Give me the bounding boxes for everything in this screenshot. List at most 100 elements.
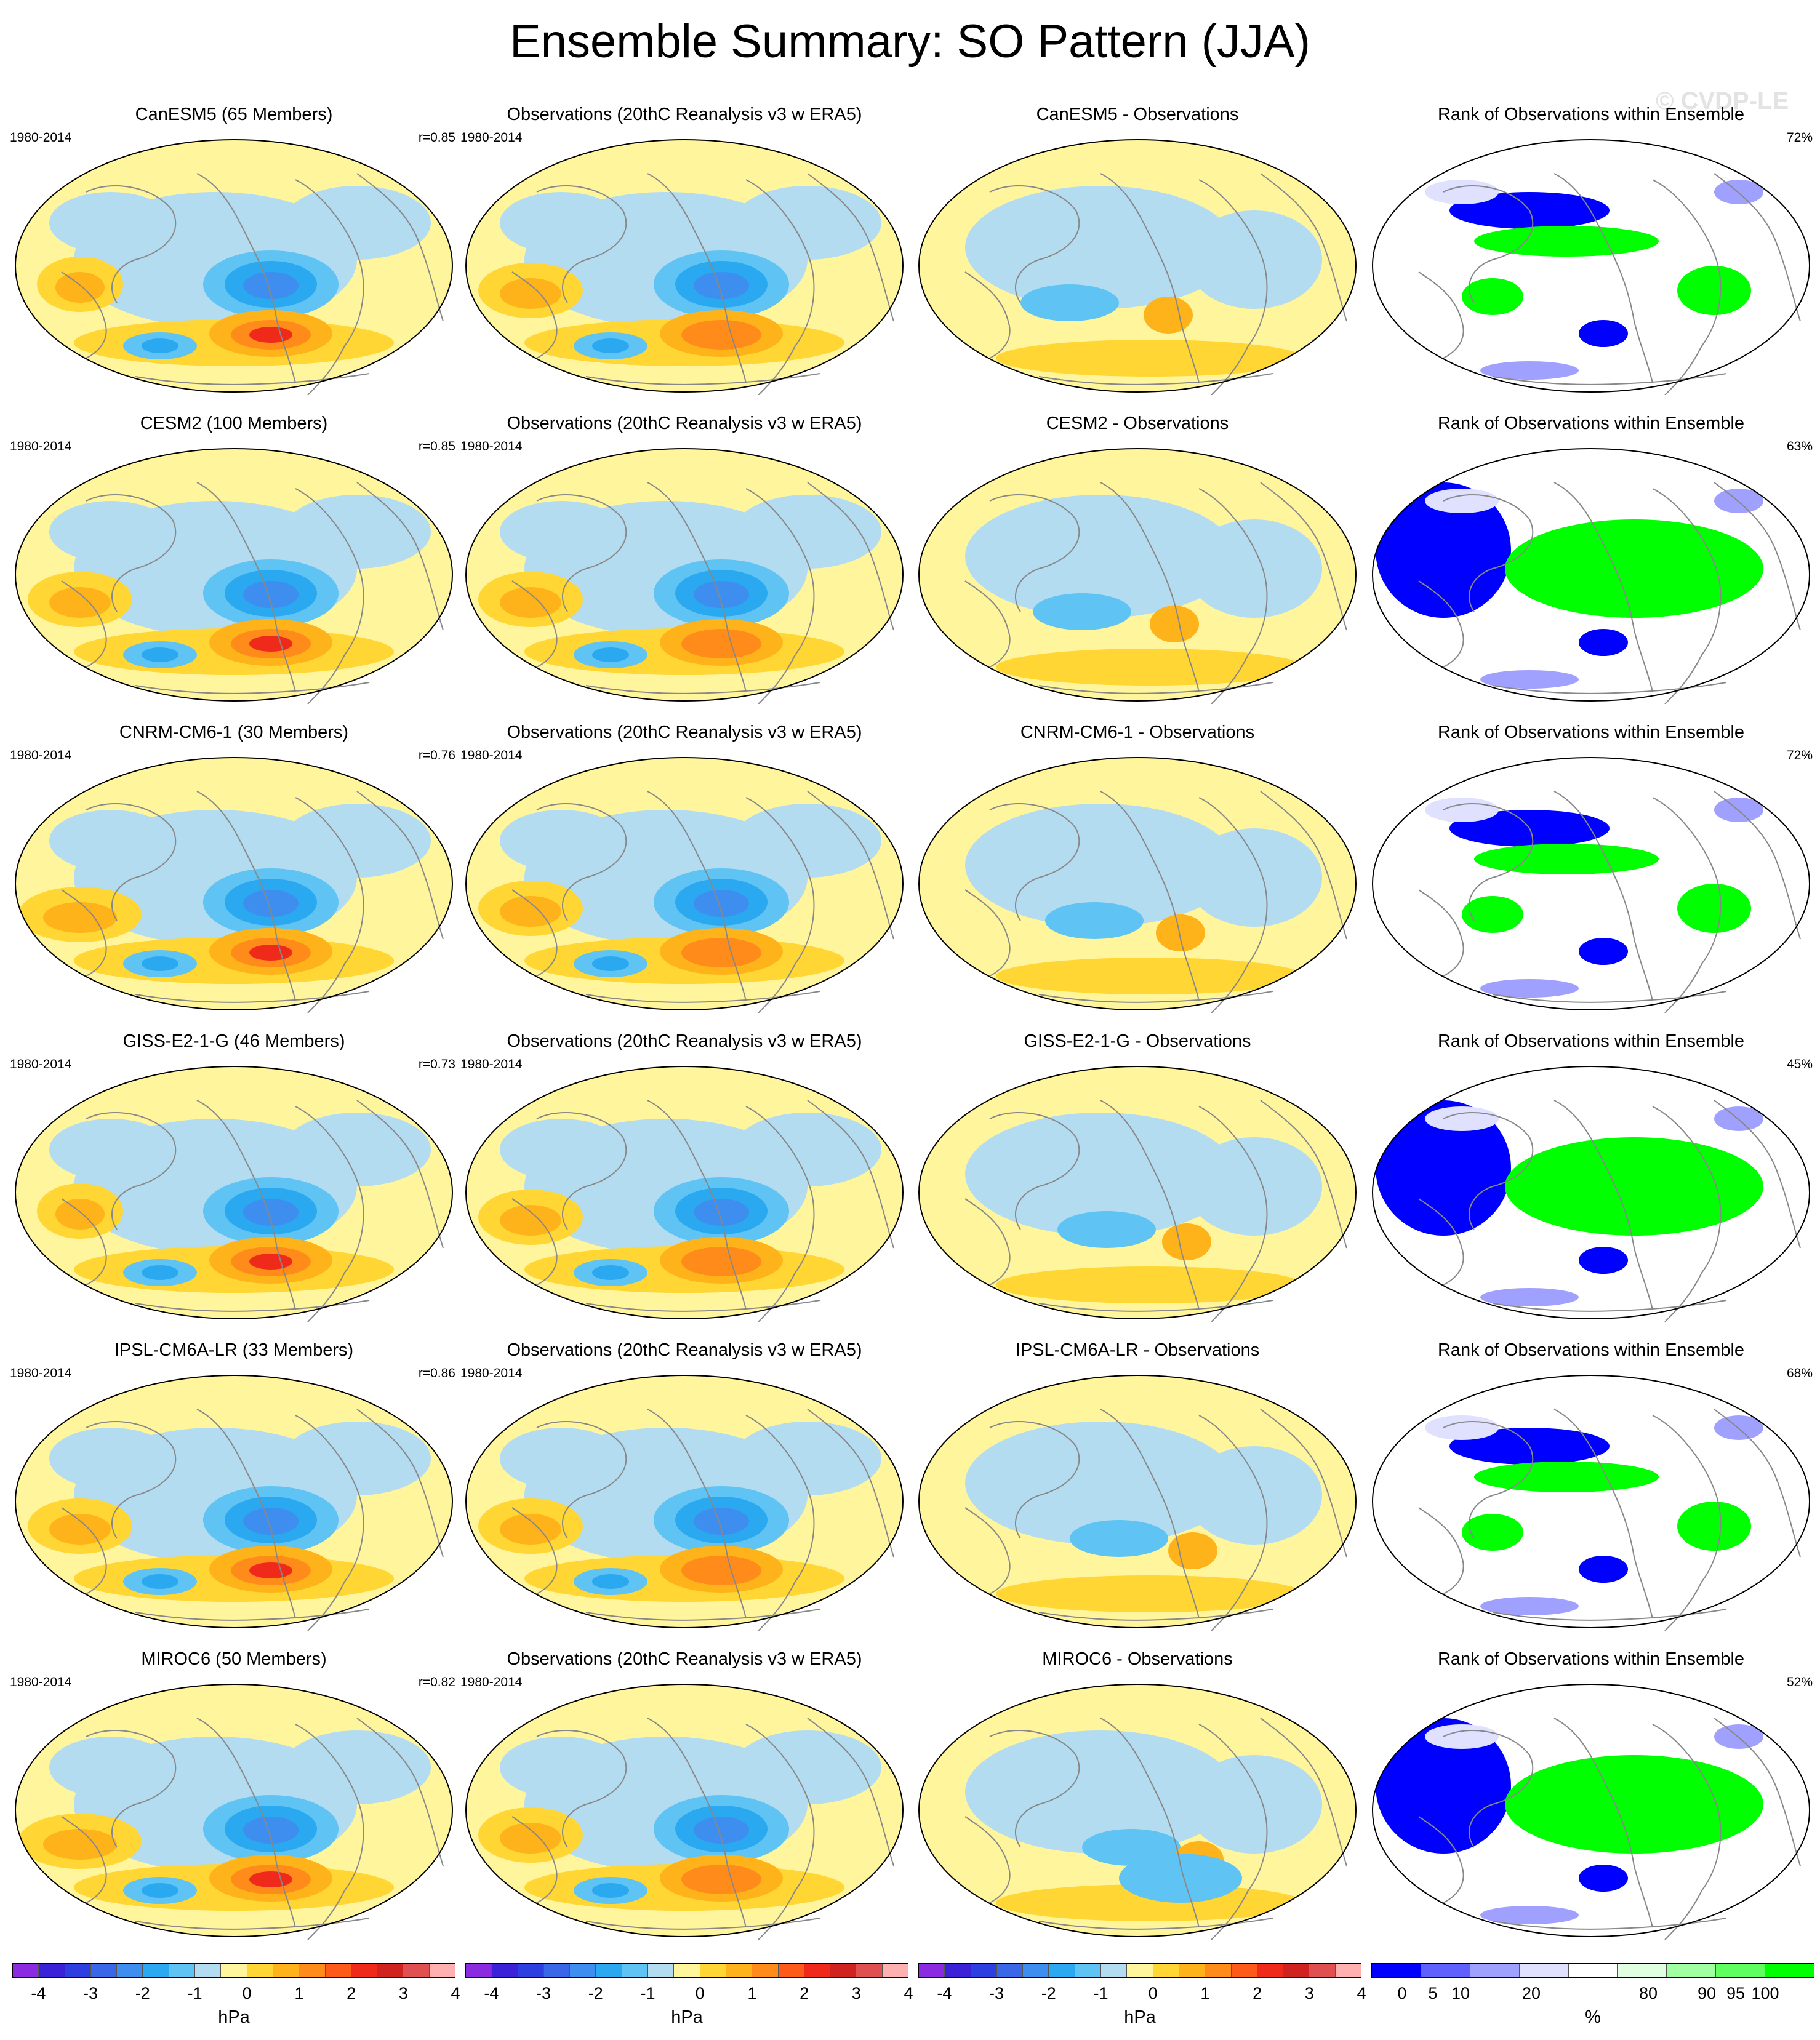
- rank-map: [1372, 139, 1810, 395]
- positive-anomaly-core: [43, 902, 117, 933]
- rank-faint-region: [1480, 361, 1579, 380]
- slp-anomaly-map: [465, 1684, 904, 1940]
- colorbar-swatch: [1101, 1964, 1128, 1977]
- rank-faint-region: [1714, 180, 1763, 204]
- positive-anomaly-center: [681, 1556, 761, 1585]
- map-border: [1372, 1375, 1810, 1628]
- colorbar-tick-label: -3: [83, 1984, 98, 2002]
- coastline: [295, 1106, 364, 1322]
- rank-low-region: [1579, 1865, 1628, 1892]
- coastline: [989, 185, 1080, 303]
- colorbar-swatch: [1205, 1964, 1232, 1977]
- coastline: [536, 803, 627, 921]
- positive-anomaly-core: [43, 1829, 117, 1860]
- coastline: [1714, 1409, 1801, 1558]
- colorbar: -4 -3 -2 -1 0 1 2 3 4 hPa: [918, 1963, 1366, 2037]
- rank-low-region: [1376, 482, 1511, 618]
- slp-anomaly-map: [15, 448, 453, 704]
- negative-anomaly-core: [694, 1199, 749, 1226]
- coastline: [1553, 1718, 1653, 1928]
- coastline: [807, 1718, 894, 1866]
- model-panel: CNRM-CM6-1 (30 Members) 1980-2014 r=0.76: [6, 716, 462, 1013]
- colorbar-swatch: [570, 1964, 596, 1977]
- rank-panel: Rank of Observations within Ensemble 63%: [1363, 407, 1819, 704]
- colorbar-tick-label: 4: [1357, 1984, 1366, 2002]
- slp-anomaly-map: [15, 1375, 453, 1631]
- colorbar-swatch: [1153, 1964, 1179, 1977]
- colorbar-unit-label: hPa: [218, 2007, 250, 2027]
- coastline: [86, 803, 177, 921]
- slp-anomaly-map: [918, 1684, 1357, 1940]
- coastline: [964, 271, 1011, 359]
- positive-anomaly-core: [500, 587, 561, 618]
- negative-anomaly-core: [142, 1265, 178, 1280]
- colorbar-swatch: [856, 1964, 883, 1977]
- positive-anomaly-center: [681, 629, 761, 658]
- coastline: [964, 580, 1011, 668]
- model-panel: CESM2 (100 Members) 1980-2014 r=0.85: [6, 407, 462, 704]
- coastline: [511, 1198, 558, 1286]
- colorbar-tick-label: -3: [536, 1984, 551, 2002]
- coastline-group: [964, 173, 1347, 395]
- coastline: [196, 482, 296, 692]
- negative-anomaly-core: [694, 1817, 749, 1844]
- coastline: [989, 803, 1080, 921]
- coastline: [1443, 494, 1534, 612]
- coastline: [61, 271, 107, 359]
- coastline: [1652, 179, 1722, 395]
- coastline-group: [1418, 1409, 1801, 1631]
- colorbar-swatch: [778, 1964, 804, 1977]
- panel-title: Observations (20thC Reanalysis v3 w ERA5…: [507, 722, 862, 742]
- negative-anomaly-core: [142, 647, 178, 662]
- rank-map: [1372, 1066, 1810, 1322]
- coastline: [511, 1507, 558, 1594]
- difference-positive-band: [996, 1575, 1304, 1612]
- rank-high-region: [1505, 1137, 1763, 1236]
- difference-negative-region: [1187, 828, 1322, 927]
- rank-panel: Rank of Observations within Ensemble 45%: [1363, 1025, 1819, 1322]
- coastline: [295, 179, 364, 395]
- positive-anomaly-core: [249, 1254, 292, 1270]
- map-border: [1372, 448, 1810, 702]
- colorbar-tick-label: 2: [347, 1984, 356, 2002]
- difference-negative-region: [965, 1422, 1236, 1545]
- map-border: [1372, 1066, 1810, 1319]
- coastline: [1652, 1724, 1722, 1940]
- negative-anomaly-core: [243, 1817, 299, 1844]
- coastline: [61, 889, 107, 977]
- colorbar-swatch: [466, 1964, 492, 1977]
- coastline: [1198, 797, 1268, 1013]
- slp-anomaly-map: [465, 448, 904, 704]
- difference-negative-region: [1187, 519, 1322, 618]
- colorbar-tick-label: 0: [1397, 1984, 1407, 2002]
- colorbar-swatch: [996, 1964, 1024, 1977]
- difference-negative-region: [1187, 1446, 1322, 1545]
- rank-low-region: [1376, 1718, 1511, 1854]
- panel-title: Rank of Observations within Ensemble: [1437, 1031, 1745, 1051]
- map-border: [15, 757, 453, 1010]
- colorbar-swatch: [674, 1964, 700, 1977]
- coastline: [745, 1415, 815, 1631]
- panel-title: Observations (20thC Reanalysis v3 w ERA5…: [507, 105, 862, 124]
- coastline: [1652, 488, 1722, 704]
- colorbar-swatch: [247, 1964, 273, 1977]
- coastline: [196, 1718, 296, 1928]
- colorbar-swatch: [143, 1964, 169, 1977]
- rank-faint-region: [1714, 798, 1763, 822]
- difference-positive-center: [1162, 1223, 1211, 1260]
- coastline: [964, 889, 1011, 977]
- panel-title: Rank of Observations within Ensemble: [1437, 1340, 1745, 1360]
- model-panel: MIROC6 (50 Members) 1980-2014 r=0.82: [6, 1643, 462, 1940]
- positive-anomaly-core: [500, 1514, 561, 1545]
- colorbar-swatches: [465, 1963, 908, 1978]
- colorbar-swatch: [1421, 1964, 1470, 1977]
- negative-anomaly-core: [142, 338, 178, 353]
- rank-faint-region: [1425, 1106, 1499, 1131]
- map-border: [465, 1066, 904, 1319]
- negative-anomaly-region: [500, 1737, 623, 1798]
- colorbar-swatch: [1049, 1964, 1075, 1977]
- colorbar-swatch: [169, 1964, 196, 1977]
- map-border: [15, 448, 453, 702]
- slp-anomaly-map: [918, 139, 1357, 395]
- negative-anomaly-core: [142, 956, 178, 971]
